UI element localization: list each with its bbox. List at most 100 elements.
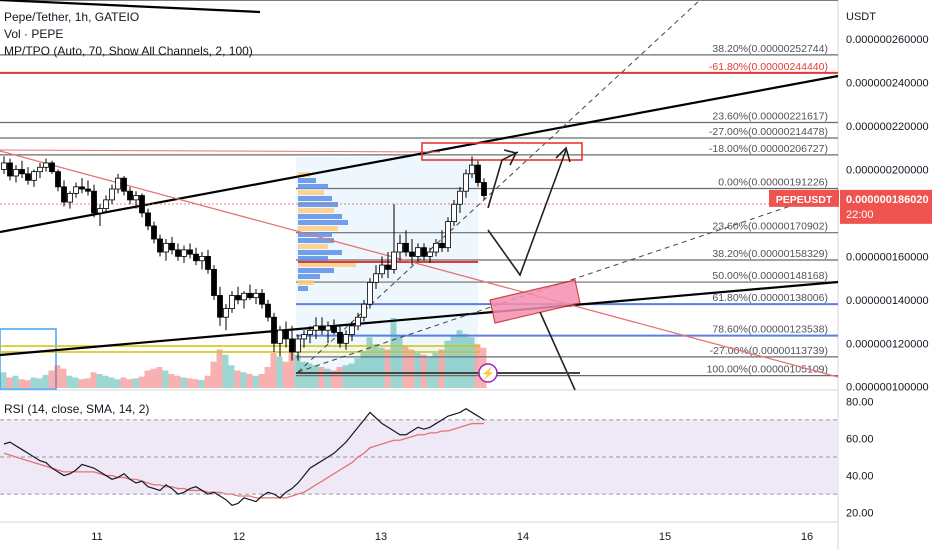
symbol-title: Pepe/Tether, 1h, GATEIO [4, 10, 140, 24]
tpo-bar [298, 184, 328, 189]
volume-bar [312, 365, 319, 388]
tpo-bar [298, 244, 328, 249]
candle-body [451, 203, 457, 223]
candle-body [409, 251, 415, 257]
candle-body [67, 192, 73, 203]
volume-bar [90, 372, 97, 388]
lower-trend-line [0, 280, 839, 357]
volume-bar [438, 349, 445, 388]
candle-body [469, 164, 475, 175]
volume-bar [456, 330, 463, 388]
volume-bar [228, 365, 235, 388]
candle-body [223, 308, 229, 318]
volume-bar [252, 375, 259, 388]
candle-body [217, 295, 223, 318]
volume-bar [60, 368, 67, 388]
candle-body [181, 249, 187, 257]
candle-body [1, 162, 7, 170]
tpo-bar [298, 238, 334, 243]
volume-bar [204, 375, 211, 388]
candle-body [337, 332, 343, 344]
price-tick-label: 0.000000200000 [846, 164, 929, 176]
candle-body [397, 242, 403, 253]
fib-level-label: 0.00%(0.00000191226) [718, 177, 828, 189]
candle-body [331, 325, 337, 333]
volume-bar [120, 377, 127, 388]
volume-bar [66, 375, 73, 388]
volume-bar [144, 370, 151, 388]
candle-body [19, 169, 25, 175]
volume-bar [84, 378, 91, 388]
projection-arrow [487, 151, 519, 209]
candle-body [313, 325, 319, 331]
arrow-head [555, 146, 571, 163]
price-tick-label: 0.000000260000 [846, 34, 929, 46]
volume-bar [324, 368, 331, 388]
tpo-bar [298, 286, 308, 291]
volume-bar [12, 375, 19, 388]
volume-bar [6, 377, 13, 388]
candle-body [403, 242, 409, 253]
candle-body [49, 162, 55, 173]
candle-body [31, 171, 37, 181]
volume-bar [420, 354, 427, 388]
volume-bar [468, 337, 475, 388]
candle-body [367, 282, 373, 305]
volume-bar [174, 375, 181, 388]
projection-arrow [539, 311, 576, 391]
volume-bar [222, 354, 229, 388]
volume-bar [72, 377, 79, 388]
fib-level-label: 50.00%(0.00000148168) [712, 270, 828, 282]
candle-body [463, 173, 469, 192]
volume-bar [198, 380, 205, 388]
candle-body [61, 186, 67, 203]
candle-body [55, 171, 61, 188]
volume-bar [444, 340, 451, 388]
candle-body [385, 264, 391, 270]
price-tick-label: 0.000000240000 [846, 78, 929, 90]
tpo-bar [298, 232, 332, 237]
candle-body [235, 295, 241, 301]
candle-body [307, 329, 313, 335]
candle-body [343, 334, 349, 344]
fib-level-label: -27.00%(0.00000214478) [709, 126, 828, 138]
candle-body [271, 316, 277, 344]
volume-bar [240, 372, 247, 388]
tpo-bar [298, 178, 316, 183]
candle-body [85, 188, 91, 192]
fib-level-label: -61.80%(0.00000244440) [709, 61, 828, 73]
tpo-bar [298, 262, 356, 267]
volume-bar [18, 379, 25, 388]
volume-bar [156, 367, 163, 388]
volume-bar [108, 377, 115, 388]
rsi-tick-label: 60.00 [846, 433, 874, 445]
rsi-line [3, 408, 485, 506]
dashed-projection-line [297, 189, 839, 373]
time-tick-label: 11 [91, 531, 102, 543]
candle-body [103, 199, 109, 209]
price-tick-label: 0.000000220000 [846, 121, 929, 133]
volume-bar [360, 351, 367, 388]
tpo-bar [298, 208, 334, 213]
candle-body [109, 188, 115, 201]
candle-body [277, 329, 283, 344]
volume-bar [180, 377, 187, 388]
volume-bar [450, 335, 457, 388]
tpo-bar [298, 196, 332, 201]
candle-body [115, 177, 121, 190]
volume-bar [162, 370, 169, 388]
candle-body [445, 221, 451, 249]
time-tick-label: 13 [375, 531, 387, 543]
candle-body [373, 273, 379, 283]
projection-arrow [487, 149, 567, 277]
volume-bar [30, 377, 37, 388]
volume-bar [24, 380, 31, 388]
volume-bar [264, 367, 271, 388]
price-tick-label: 0.000000160000 [846, 251, 929, 263]
candle-body [301, 334, 307, 340]
tpo-bar [298, 280, 314, 285]
candle-body [229, 295, 235, 309]
top-trend-line [0, 0, 261, 14]
volume-bar [168, 374, 175, 388]
